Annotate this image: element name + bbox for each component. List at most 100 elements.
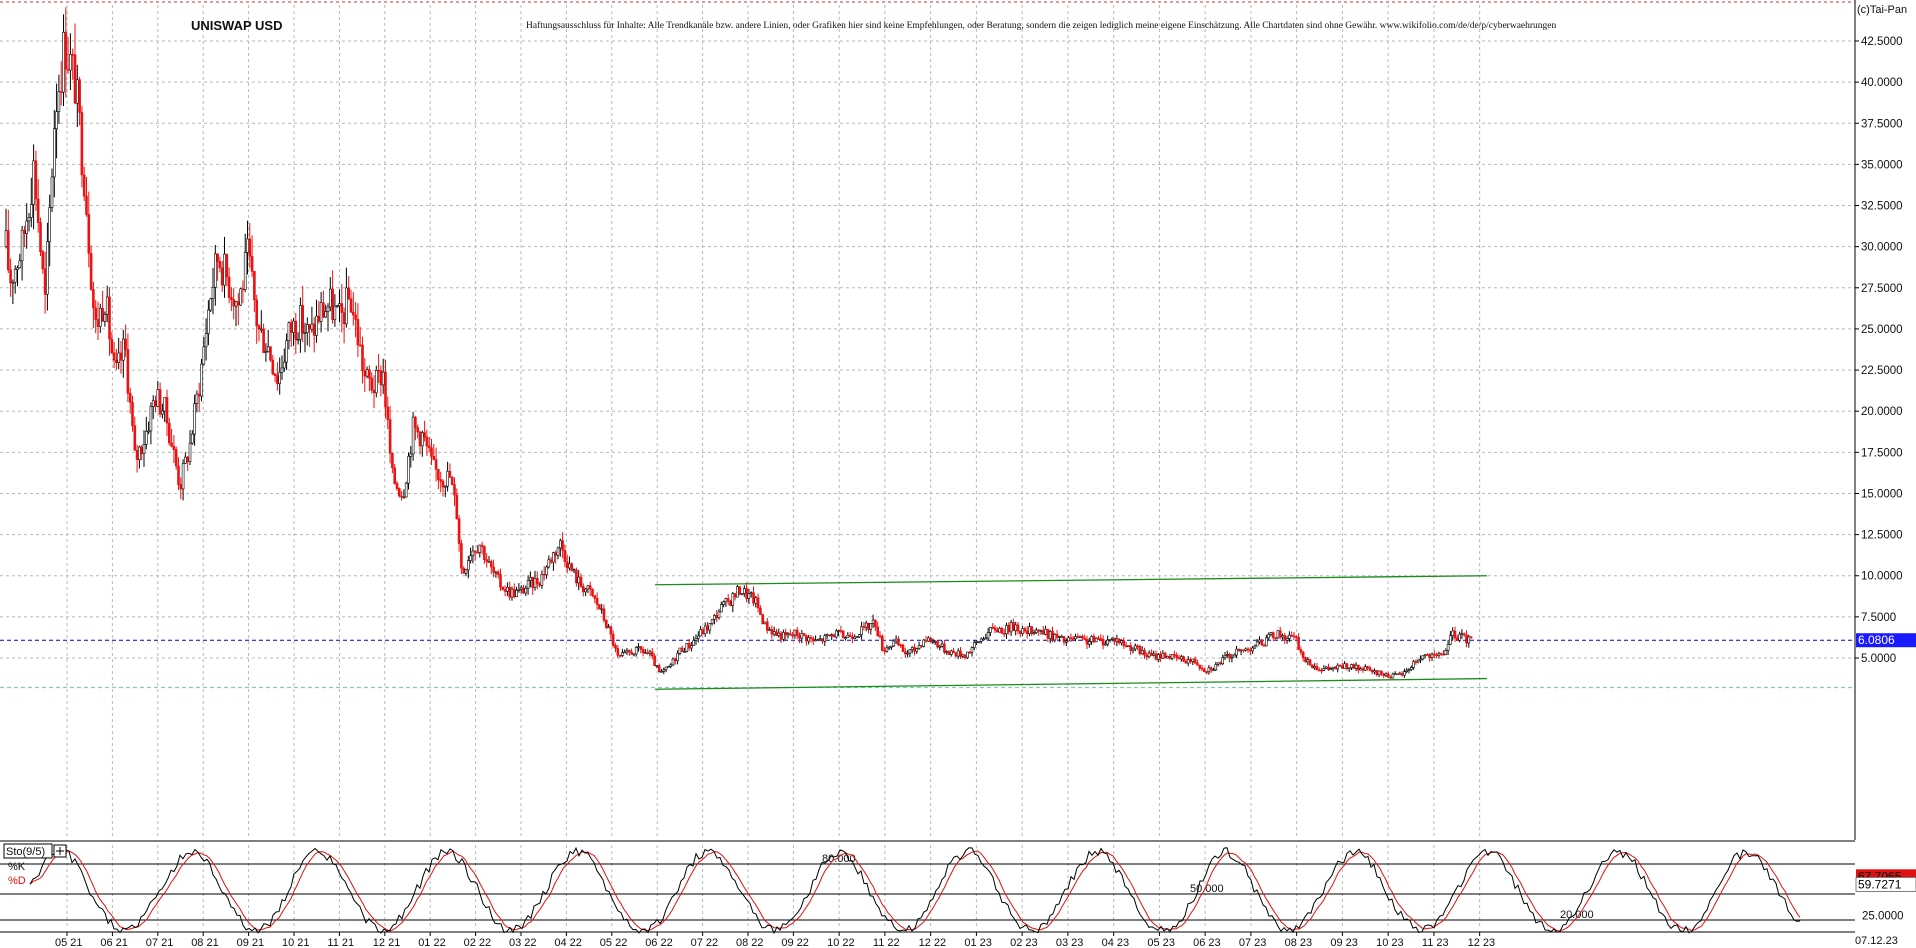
candle-body bbox=[453, 484, 456, 496]
candle-body bbox=[1274, 637, 1277, 639]
date-tick-label: 02 23 bbox=[1010, 937, 1038, 948]
candle-body bbox=[1267, 634, 1270, 639]
candle-body bbox=[759, 607, 762, 615]
date-tick-label: 03 23 bbox=[1056, 937, 1084, 948]
candle-body bbox=[457, 518, 461, 544]
candle-body bbox=[374, 370, 378, 394]
candle-body bbox=[549, 559, 553, 563]
candle-body bbox=[476, 551, 479, 554]
candle-body bbox=[779, 632, 783, 640]
candle-body bbox=[151, 400, 155, 407]
candle-body bbox=[1177, 657, 1181, 660]
candle-body bbox=[947, 651, 951, 655]
price-tick-label: 35.0000 bbox=[1861, 159, 1903, 171]
candle-body bbox=[644, 652, 647, 654]
candle-body bbox=[660, 671, 663, 673]
candle-body bbox=[66, 68, 70, 71]
candle-body bbox=[1042, 630, 1045, 635]
candle-body bbox=[1426, 654, 1429, 656]
date-tick-label: 05 22 bbox=[600, 937, 628, 948]
price-tick-label: 7.5000 bbox=[1861, 612, 1896, 624]
last-price-tag: 6.0806 bbox=[1856, 633, 1916, 648]
candle-body bbox=[432, 456, 436, 460]
candle-body bbox=[188, 442, 192, 463]
candle-body bbox=[250, 256, 254, 272]
candle-body bbox=[253, 271, 256, 301]
candle-body bbox=[1138, 645, 1142, 655]
candle-body bbox=[119, 352, 123, 361]
candle-body bbox=[1048, 630, 1052, 639]
candle-body bbox=[719, 604, 723, 613]
candle-body bbox=[991, 627, 995, 629]
candle-body bbox=[1023, 628, 1027, 632]
candle-body bbox=[740, 593, 744, 595]
candle-body bbox=[650, 651, 654, 657]
price-tick-label: 30.0000 bbox=[1861, 242, 1903, 254]
candle-body bbox=[1364, 666, 1367, 671]
candle-body bbox=[1216, 662, 1220, 665]
candle-body bbox=[1285, 637, 1289, 641]
candle-body bbox=[278, 372, 282, 384]
candle-body bbox=[970, 647, 974, 653]
candle-body bbox=[1278, 630, 1282, 638]
candle-body bbox=[345, 287, 348, 325]
candle-body bbox=[1444, 650, 1448, 655]
candle-body bbox=[552, 552, 555, 563]
candle-body bbox=[411, 416, 415, 455]
candle-body bbox=[1094, 637, 1098, 643]
candle-body bbox=[952, 650, 955, 653]
candle-body bbox=[255, 299, 258, 326]
candle-body bbox=[71, 53, 74, 56]
candle-body bbox=[87, 214, 91, 254]
candle-body bbox=[503, 589, 507, 592]
candle-body bbox=[1324, 666, 1328, 669]
candle-body bbox=[616, 647, 620, 656]
candle-body bbox=[1129, 645, 1132, 651]
candle-body bbox=[542, 574, 546, 576]
expand-panel-button[interactable] bbox=[53, 844, 67, 858]
date-tick-label: 08 22 bbox=[736, 937, 764, 948]
candle-body bbox=[209, 298, 212, 311]
candle-body bbox=[1212, 669, 1215, 672]
candle-body bbox=[138, 446, 141, 461]
candle-body bbox=[46, 241, 49, 295]
candle-body bbox=[729, 601, 732, 606]
candle-body bbox=[460, 543, 463, 569]
candle-body bbox=[641, 648, 645, 653]
candle-body bbox=[110, 338, 114, 353]
candle-body bbox=[680, 647, 684, 653]
candle-body bbox=[25, 220, 29, 234]
candle-body bbox=[142, 444, 146, 454]
stochastic-lines bbox=[29, 846, 1801, 935]
date-tick-label: 02 22 bbox=[464, 937, 492, 948]
candle-body bbox=[805, 635, 808, 642]
candle-body bbox=[754, 597, 758, 604]
candle-body bbox=[1311, 664, 1314, 669]
candle-body bbox=[701, 629, 705, 635]
candle-body bbox=[271, 359, 275, 375]
candle-body bbox=[791, 634, 794, 637]
candle-body bbox=[1449, 635, 1452, 645]
candle-body bbox=[361, 344, 364, 372]
candle-body bbox=[1111, 637, 1114, 640]
candle-body bbox=[1060, 636, 1063, 638]
candle-body bbox=[1433, 653, 1436, 656]
last-date-label: 07.12.23 bbox=[1855, 935, 1898, 947]
candle-body bbox=[1161, 652, 1165, 659]
candle-body bbox=[1007, 624, 1011, 633]
candle-body bbox=[1281, 635, 1284, 638]
candle-body bbox=[538, 583, 541, 586]
candle-body bbox=[239, 288, 242, 306]
candle-body bbox=[50, 176, 54, 208]
candle-body bbox=[39, 222, 42, 252]
candle-body bbox=[1458, 633, 1461, 641]
date-tick-label: 01 22 bbox=[418, 937, 446, 948]
candle-body bbox=[784, 632, 788, 636]
candle-body bbox=[1343, 663, 1346, 669]
date-tick-label: 08 21 bbox=[191, 937, 219, 948]
candle-body bbox=[101, 307, 104, 322]
copyright-label: (c)Tai-Pan bbox=[1857, 4, 1907, 16]
stochastic-y-tick: 25.0000 bbox=[1862, 911, 1904, 923]
candle-body bbox=[874, 619, 877, 628]
trend-line bbox=[654, 677, 1488, 690]
